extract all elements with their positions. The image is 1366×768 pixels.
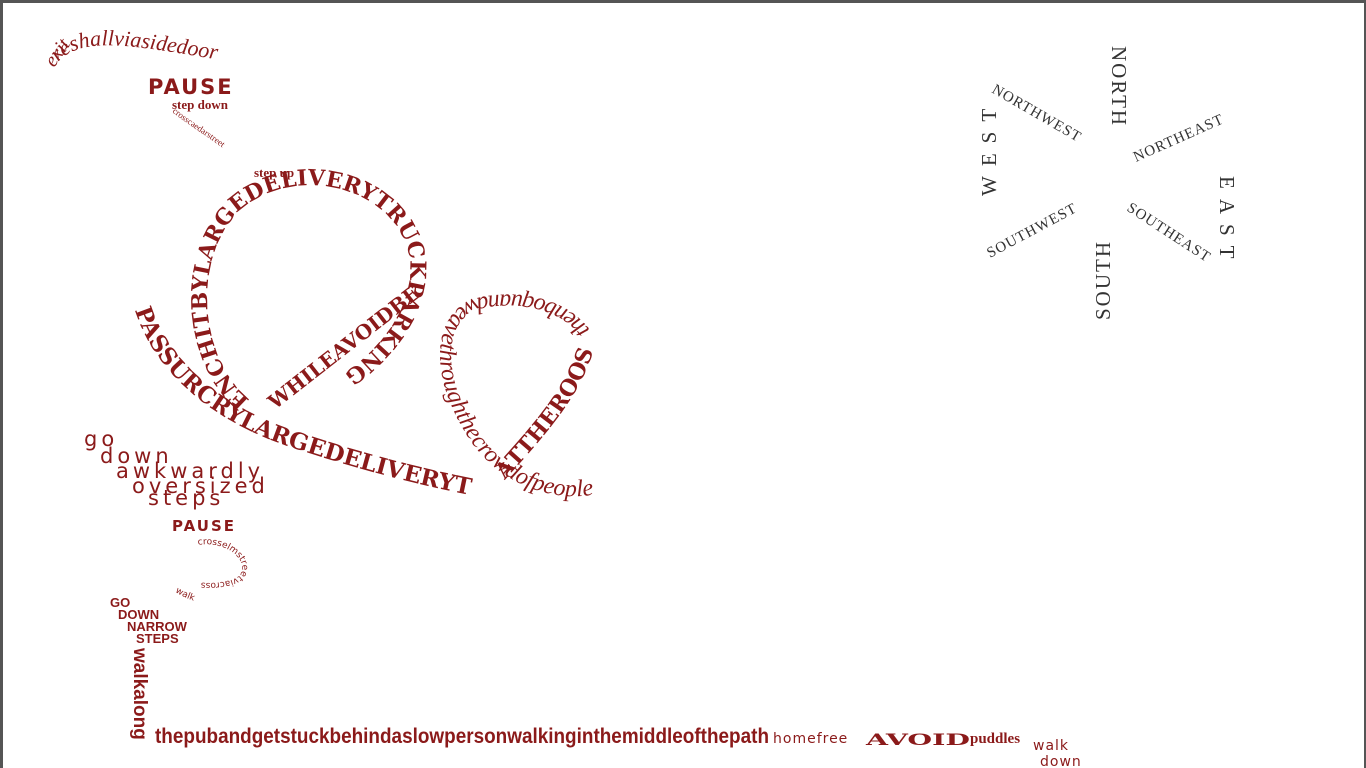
avoid-word: AVOID xyxy=(864,730,970,749)
compass-southwest: SOUTHWEST xyxy=(984,201,1080,262)
roost-word: ATTHEROOST xyxy=(0,0,599,485)
go-word: go xyxy=(84,427,118,451)
home-free-word: homefree xyxy=(773,731,848,747)
pause-word-1: PAUSE xyxy=(148,75,234,99)
down-caps-word: DOWN xyxy=(118,607,159,622)
step-down-word: step down xyxy=(172,97,229,112)
awkwardly-word: awkwardly xyxy=(116,459,264,483)
oversized-word: oversized xyxy=(132,474,269,498)
roost-path: ATTHEROOST xyxy=(0,0,599,485)
steps-caps-word: STEPS xyxy=(136,631,179,646)
cross-elm-word: crosselmstreetviacross xyxy=(197,537,249,590)
compass-rose: NORTH SOUTH EAST WEST NORTHEAST NORTHWES… xyxy=(977,46,1239,320)
cross-caedar-path: crosscaedarstreet xyxy=(171,106,228,150)
walk-end-word: walk xyxy=(1033,738,1069,754)
down-word: down xyxy=(100,444,173,468)
walk-along-word: walkalong xyxy=(129,647,150,740)
walk-small-word: walk xyxy=(174,586,197,604)
puddles-word: puddles xyxy=(970,731,1020,747)
walk-small-path: walk xyxy=(174,586,197,604)
go-caps-word: GO xyxy=(110,595,130,610)
cross-elm-path: crosselmstreetviacross xyxy=(197,537,249,590)
step-up-word: step up xyxy=(254,165,294,180)
compass-southeast: SOUTHEAST xyxy=(1124,200,1214,266)
side-door-word: reshallviasidedoor xyxy=(44,25,220,65)
pause-word-2: PAUSE xyxy=(172,517,236,535)
pub-line-word: thepubandgetstuckbehindaslowpersonwalkin… xyxy=(155,725,769,748)
narrow-caps-word: NARROW xyxy=(127,619,188,634)
steps-word: steps xyxy=(148,486,224,510)
compass-south: SOUTH xyxy=(1091,240,1115,320)
compass-east: EAST xyxy=(1215,176,1239,269)
down-end-word: down xyxy=(1040,754,1082,768)
compass-northwest: NORTHWEST xyxy=(989,82,1084,146)
compass-west: WEST xyxy=(977,99,1001,196)
side-door-path: reshallviasidedoor xyxy=(44,25,220,65)
cross-caedar-word: crosscaedarstreet xyxy=(171,106,228,150)
compass-northeast: NORTHEAST xyxy=(1131,111,1226,165)
compass-north: NORTH xyxy=(1107,46,1131,127)
